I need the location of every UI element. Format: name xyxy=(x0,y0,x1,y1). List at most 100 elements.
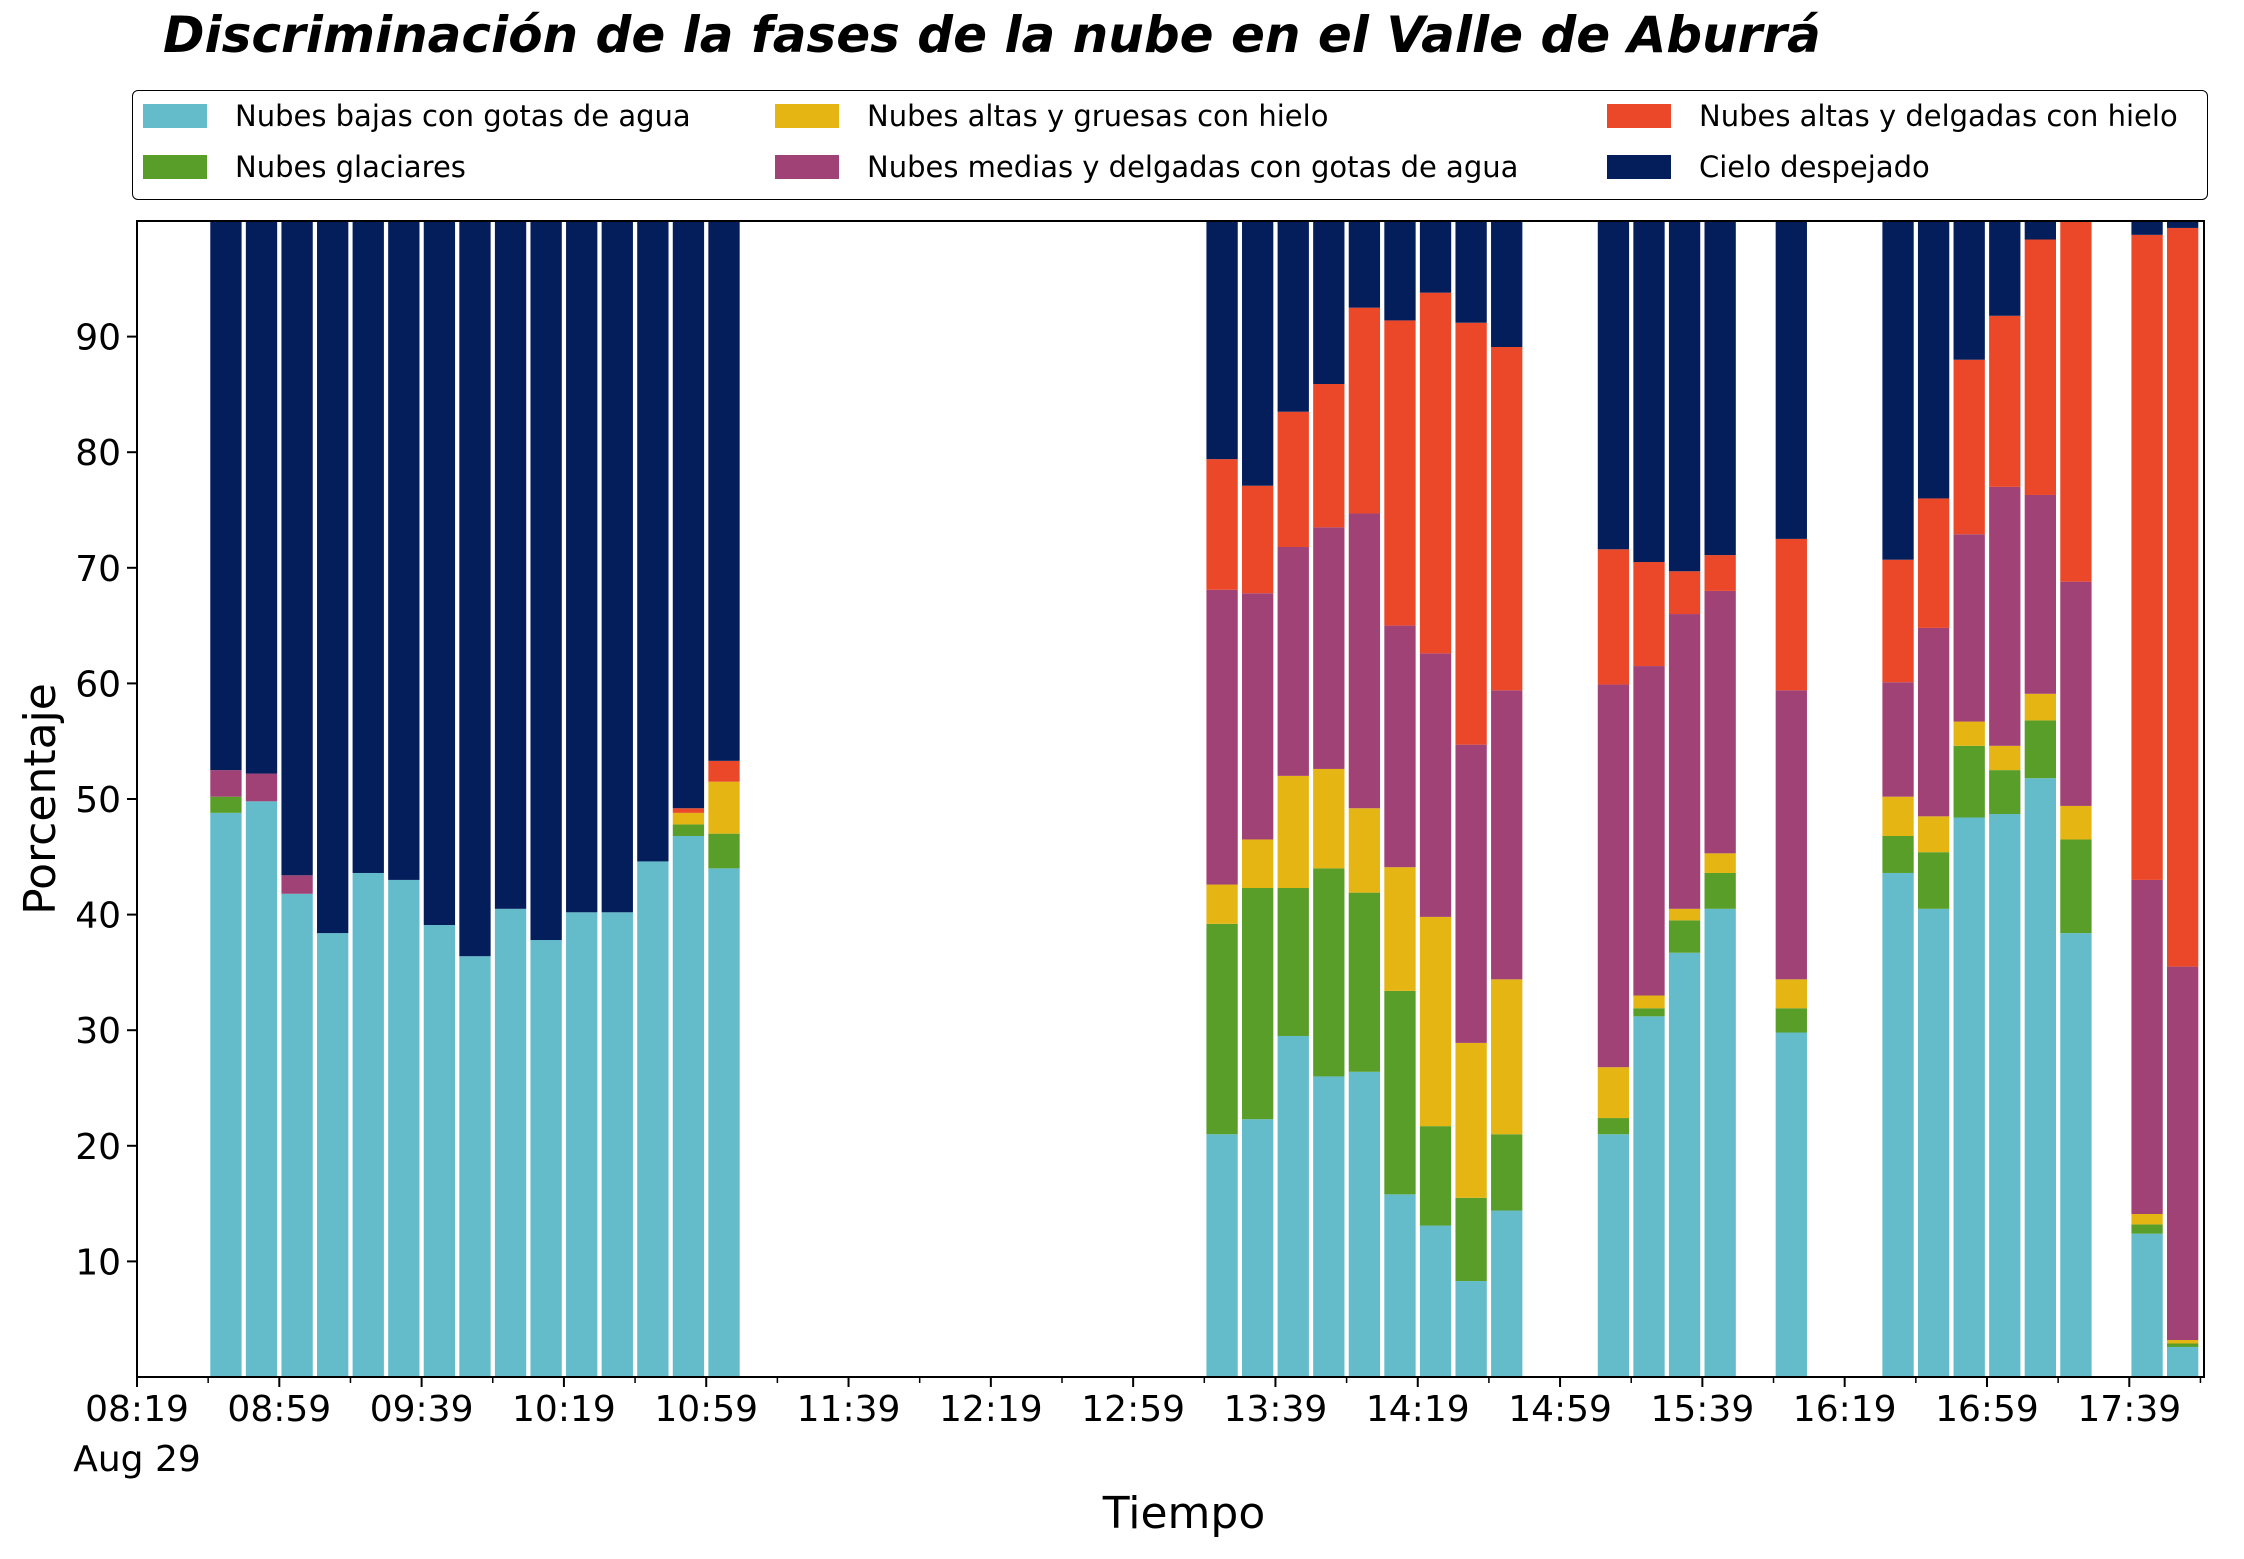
bar-segment xyxy=(2131,879,2163,1214)
bar-segment xyxy=(1419,1225,1452,1377)
bar-segment xyxy=(708,833,740,869)
bar-segment xyxy=(1882,221,1914,560)
bar-segment xyxy=(2167,227,2199,967)
y-tick-label: 20 xyxy=(75,1127,121,1168)
bar-segment xyxy=(281,893,313,1377)
bar-segment xyxy=(1206,459,1238,590)
bar-segment xyxy=(1455,1042,1487,1198)
bar-segment xyxy=(1348,513,1381,809)
bar-segment xyxy=(1206,1134,1238,1377)
legend: Nubes bajas con gotas de agua Nubes glaci… xyxy=(132,90,2208,200)
bar-segment xyxy=(2060,933,2092,1377)
bar-segment xyxy=(1242,593,1274,840)
legend-label: Nubes bajas con gotas de agua xyxy=(235,99,691,133)
bar-segment xyxy=(2131,221,2163,235)
bar-segment xyxy=(2167,966,2199,1341)
x-tick-label: 09:39 xyxy=(370,1389,474,1430)
bar-segment xyxy=(672,812,705,825)
bar-segment xyxy=(1775,1032,1807,1377)
bar-segment xyxy=(1491,690,1523,980)
bar-segment xyxy=(708,221,740,761)
bar-segment xyxy=(1917,908,1950,1377)
bar-segment xyxy=(1704,590,1736,854)
x-tick-label: 14:59 xyxy=(1508,1389,1612,1430)
bar-segment xyxy=(210,770,242,797)
bar-segment xyxy=(1633,666,1665,996)
x-tick-label: 12:59 xyxy=(1081,1389,1185,1430)
y-tick-label: 30 xyxy=(75,1011,121,1052)
bar-segment xyxy=(2060,805,2092,840)
bar-segment xyxy=(1277,888,1309,1036)
bar-segment xyxy=(708,760,740,782)
bar-segment xyxy=(423,221,456,925)
bar-segment xyxy=(1313,1076,1345,1377)
bar-segment xyxy=(1242,888,1274,1120)
legend-item: Nubes altas y gruesas con hielo xyxy=(775,99,1328,133)
y-tick-label: 40 xyxy=(75,896,121,937)
bar-segment xyxy=(1455,744,1487,1043)
bar-segment xyxy=(281,875,313,894)
bar-segment xyxy=(1419,221,1452,293)
y-tick-label: 50 xyxy=(75,780,121,821)
bar-segment xyxy=(1597,549,1630,685)
bar-segment xyxy=(601,912,633,1377)
bar-segment xyxy=(1704,872,1736,909)
x-tick-label: 13:39 xyxy=(1224,1389,1328,1430)
bar-segment xyxy=(494,221,527,909)
bar-segment xyxy=(1348,892,1381,1072)
bar-segment xyxy=(1455,1197,1487,1282)
bar-segment xyxy=(672,835,705,1377)
bar-segment xyxy=(1384,625,1416,868)
bar-segment xyxy=(2024,494,2056,694)
bar-segment xyxy=(388,879,420,1377)
bar-segment xyxy=(2131,1233,2163,1377)
bar-segment xyxy=(1704,221,1736,556)
bar-segment xyxy=(2131,234,2163,880)
bar-segment xyxy=(210,221,242,771)
bar-segment xyxy=(1917,852,1950,909)
bar-segment xyxy=(1277,221,1309,412)
y-tick-label: 80 xyxy=(75,433,121,474)
legend-label: Nubes medias y delgadas con gotas de agu… xyxy=(867,150,1519,184)
x-tick-label: 17:39 xyxy=(2077,1389,2181,1430)
bar-segment xyxy=(423,925,456,1377)
bar-segment xyxy=(1206,221,1238,460)
bar-segment xyxy=(1384,221,1416,321)
bar-segment xyxy=(1597,1067,1630,1119)
bar-segment xyxy=(1882,835,1914,873)
y-tick-label: 90 xyxy=(75,318,121,359)
bar-segment xyxy=(2060,221,2092,582)
bar-segment xyxy=(210,796,242,813)
bar-segment xyxy=(317,221,349,934)
bar-segment xyxy=(2060,581,2092,806)
bar-segment xyxy=(1704,853,1736,873)
bar-segment xyxy=(1597,1118,1630,1135)
bar-segment xyxy=(1668,952,1701,1377)
bar-segment xyxy=(1313,868,1345,1077)
bar-segment xyxy=(1419,653,1452,917)
bar-segment xyxy=(2024,720,2056,779)
bar-segment xyxy=(1313,527,1345,769)
bar-segment xyxy=(1277,775,1309,889)
chart-title: Discriminación de la fases de la nube en… xyxy=(163,6,1821,64)
bar-segment xyxy=(1277,411,1309,547)
bar-segment xyxy=(1668,221,1701,572)
x-tick-label: 11:39 xyxy=(797,1389,901,1430)
legend-label: Cielo despejado xyxy=(1699,150,1930,184)
bar-segment xyxy=(1348,221,1381,308)
legend-label: Nubes glaciares xyxy=(235,150,466,184)
bar-segment xyxy=(601,221,633,913)
y-axis-label: Porcentaje xyxy=(15,683,66,915)
x-tick-label: 08:19 xyxy=(85,1389,189,1430)
x-tick-label: 16:19 xyxy=(1793,1389,1897,1430)
bar-segment xyxy=(352,221,384,873)
bar-segment xyxy=(672,824,705,836)
y-tick-label: 70 xyxy=(75,549,121,590)
bar-segment xyxy=(1775,979,1807,1009)
bar-segment xyxy=(1419,1126,1452,1226)
bar-segment xyxy=(1989,814,2021,1377)
bar-segment xyxy=(1242,221,1274,486)
bar-segment xyxy=(1953,359,1985,535)
bar-segment xyxy=(1455,221,1487,323)
bar-segment xyxy=(1348,1071,1381,1377)
